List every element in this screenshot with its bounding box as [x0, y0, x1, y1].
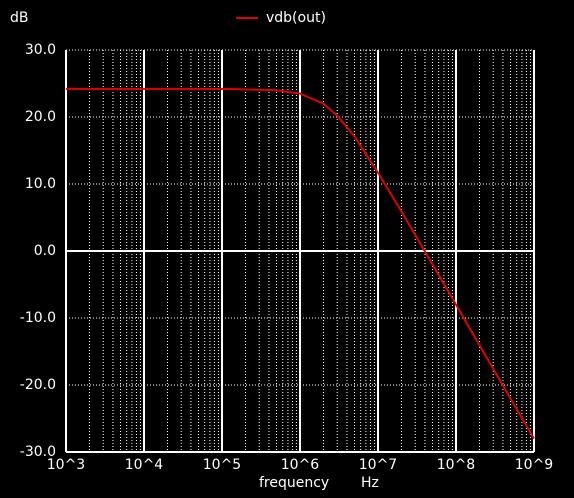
y-tick-label: 10.0 — [25, 176, 56, 192]
x-tick-label: 10^5 — [203, 457, 241, 473]
x-axis-label: frequency — [259, 475, 329, 491]
y-tick-label: 20.0 — [25, 109, 56, 125]
y-tick-label: 30.0 — [25, 42, 56, 58]
grid — [65, 49, 535, 453]
plot — [66, 87, 535, 440]
x-tick-label: 10^3 — [47, 457, 85, 473]
series-line — [66, 87, 535, 440]
x-tick-label: 10^8 — [437, 457, 475, 473]
x-tick-label: 10^9 — [515, 457, 553, 473]
y-axis-label: dB — [10, 10, 29, 26]
y-tick-label: -10.0 — [20, 310, 56, 326]
x-tick-label: 10^7 — [359, 457, 397, 473]
y-tick-label: -30.0 — [20, 444, 56, 460]
x-tick-label: 10^6 — [281, 457, 320, 473]
x-tick-label: 10^4 — [125, 457, 164, 473]
y-tick-label: 0.0 — [34, 243, 56, 259]
y-tick-label: -20.0 — [20, 377, 56, 393]
legend-label: vdb(out) — [266, 10, 326, 26]
x-axis-unit: Hz — [361, 475, 379, 491]
